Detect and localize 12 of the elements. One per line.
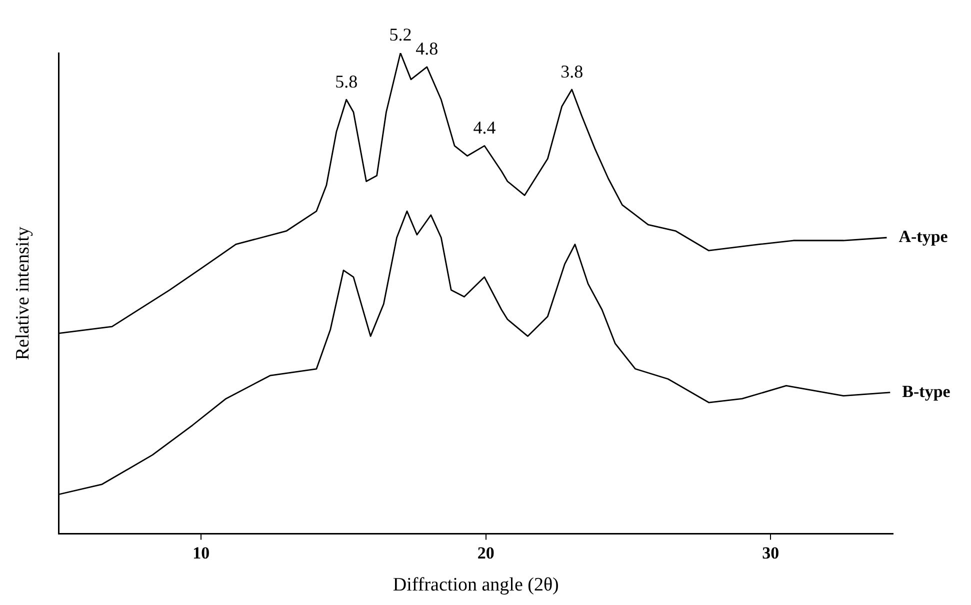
annotation: 3.8 xyxy=(560,61,584,82)
y-axis-title: Relative intensity xyxy=(12,226,34,360)
annotation: 4.8 xyxy=(416,38,438,59)
annotation: 5.8 xyxy=(335,71,358,92)
series-label: A-type xyxy=(898,227,948,246)
x-tick-label: 30 xyxy=(762,543,780,562)
x-tick-label: 10 xyxy=(192,543,210,562)
series-label: B-type xyxy=(902,382,951,401)
annotation: 5.2 xyxy=(389,24,412,45)
annotation: 4.4 xyxy=(473,118,496,138)
x-axis-title: Diffraction angle (2θ) xyxy=(392,574,559,596)
x-tick-label: 20 xyxy=(477,543,494,562)
